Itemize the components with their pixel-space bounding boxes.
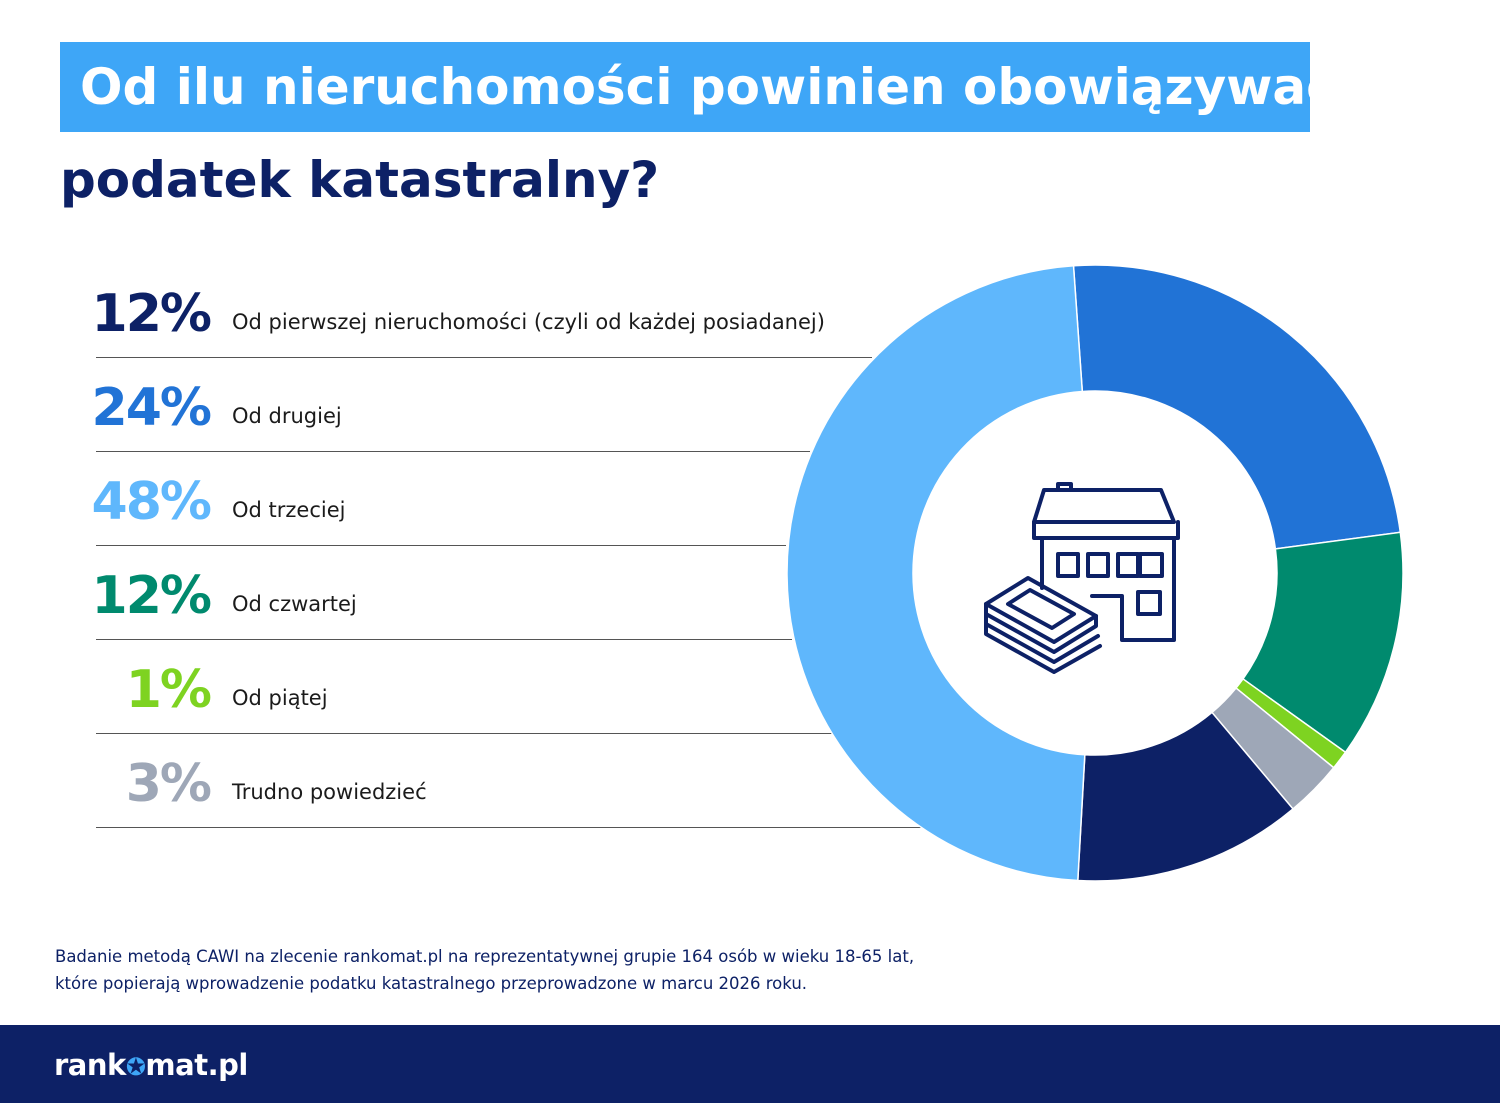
legend-label: Od pierwszej nieruchomości (czyli od każ… xyxy=(232,310,825,334)
footer-bar: rank✪mat.pl xyxy=(0,1025,1500,1103)
legend-divider xyxy=(96,545,786,546)
legend-row: 12% Od pierwszej nieruchomości (czyli od … xyxy=(92,264,872,358)
donut-chart xyxy=(786,264,1404,882)
legend-divider xyxy=(96,827,922,828)
legend-percent: 48% xyxy=(91,472,212,532)
legend-label: Od trzeciej xyxy=(232,498,346,522)
title-banner: Od ilu nieruchomości powinien obowiązywa… xyxy=(60,42,1336,132)
legend-divider xyxy=(96,639,792,640)
legend-label: Od czwartej xyxy=(232,592,357,616)
legend-divider xyxy=(96,451,810,452)
logo-text-part1: rank xyxy=(54,1048,126,1082)
legend-label: Trudno powiedzieć xyxy=(232,780,427,804)
legend-divider xyxy=(96,733,832,734)
legend-row: 12% Od czwartej xyxy=(92,546,792,640)
legend-percent: 12% xyxy=(91,284,212,344)
legend-label: Od piątej xyxy=(232,686,328,710)
legend-row: 1% Od piątej xyxy=(96,640,832,734)
page-title-line2: podatek katastralny? xyxy=(60,151,660,209)
legend-row: 3% Trudno powiedzieć xyxy=(96,734,922,828)
rankomat-logo[interactable]: rank✪mat.pl xyxy=(54,1047,248,1085)
legend-label: Od drugiej xyxy=(232,404,342,428)
legend-divider xyxy=(96,357,872,358)
house-with-money-icon xyxy=(984,482,1180,674)
star-circle-icon: ✪ xyxy=(125,1053,146,1081)
legend-percent: 1% xyxy=(125,660,212,720)
legend-row: 24% Od drugiej xyxy=(92,358,810,452)
legend-percent: 3% xyxy=(125,754,212,814)
page-title-line1: Od ilu nieruchomości powinien obowiązywa… xyxy=(80,58,1336,116)
logo-text-part2: mat.pl xyxy=(145,1048,248,1082)
legend-percent: 12% xyxy=(91,566,212,626)
donut-slice xyxy=(1072,264,1402,550)
footnote: Badanie metodą CAWI na zlecenie rankomat… xyxy=(55,943,914,997)
legend-row: 48% Od trzeciej xyxy=(92,452,786,546)
donut-slice xyxy=(786,264,1086,882)
footnote-line2: które popierają wprowadzenie podatku kat… xyxy=(55,974,808,993)
legend-percent: 24% xyxy=(91,378,212,438)
footnote-line1: Badanie metodą CAWI na zlecenie rankomat… xyxy=(55,947,915,966)
